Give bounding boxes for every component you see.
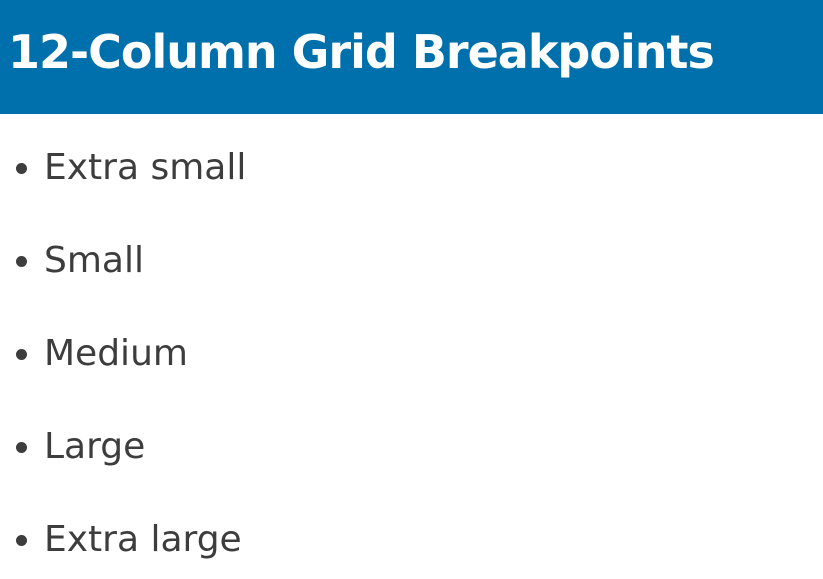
list-item-label: Extra large (44, 519, 242, 560)
list-item-label: Large (44, 426, 146, 467)
list-item-label: Extra small (44, 147, 247, 188)
list-item-label: Medium (44, 333, 188, 374)
bullet-icon (16, 255, 27, 267)
page-title: 12-Column Grid Breakpoints (8, 25, 715, 79)
title-bar: 12-Column Grid Breakpoints (0, 0, 823, 114)
bullet-icon (16, 441, 27, 453)
bullet-icon (16, 162, 27, 174)
bullet-icon (16, 534, 27, 546)
bullet-icon (16, 348, 27, 360)
list-item-label: Small (44, 240, 144, 281)
